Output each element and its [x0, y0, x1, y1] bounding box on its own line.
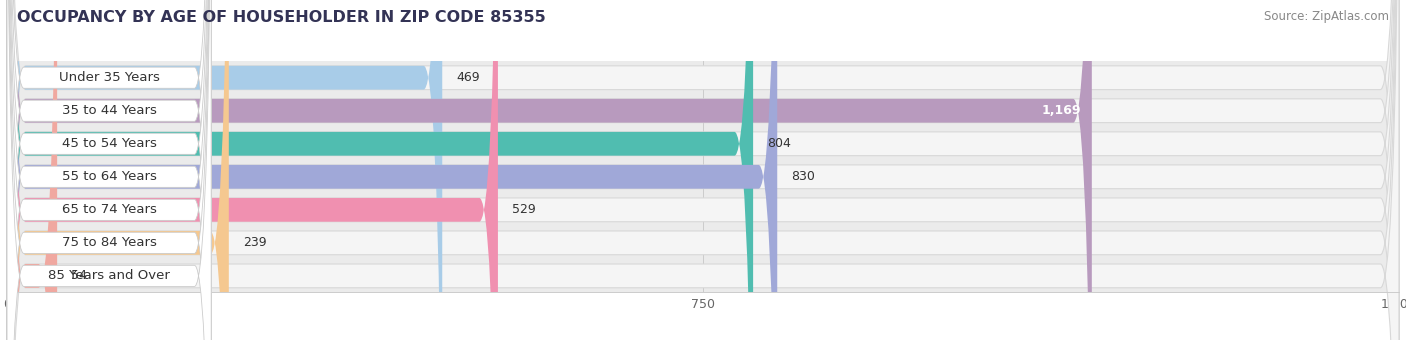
Text: 55 to 64 Years: 55 to 64 Years: [62, 170, 156, 183]
Text: 35 to 44 Years: 35 to 44 Years: [62, 104, 156, 117]
Text: 85 Years and Over: 85 Years and Over: [48, 269, 170, 283]
Text: 54: 54: [72, 269, 87, 283]
FancyBboxPatch shape: [7, 0, 211, 340]
FancyBboxPatch shape: [7, 0, 211, 340]
FancyBboxPatch shape: [7, 0, 1399, 340]
FancyBboxPatch shape: [7, 0, 211, 340]
Text: 1,169: 1,169: [1042, 104, 1081, 117]
Text: Under 35 Years: Under 35 Years: [59, 71, 159, 84]
FancyBboxPatch shape: [7, 0, 1399, 340]
Text: 239: 239: [243, 236, 266, 249]
Text: 45 to 54 Years: 45 to 54 Years: [62, 137, 156, 150]
Text: 529: 529: [512, 203, 536, 216]
FancyBboxPatch shape: [7, 0, 778, 340]
FancyBboxPatch shape: [7, 0, 211, 340]
FancyBboxPatch shape: [7, 0, 1399, 340]
FancyBboxPatch shape: [7, 0, 229, 340]
FancyBboxPatch shape: [7, 0, 211, 340]
FancyBboxPatch shape: [7, 0, 754, 340]
Text: 75 to 84 Years: 75 to 84 Years: [62, 236, 156, 249]
FancyBboxPatch shape: [7, 0, 1092, 340]
FancyBboxPatch shape: [7, 0, 443, 340]
FancyBboxPatch shape: [7, 0, 58, 340]
FancyBboxPatch shape: [7, 0, 498, 340]
FancyBboxPatch shape: [7, 0, 1399, 340]
FancyBboxPatch shape: [7, 0, 1399, 340]
FancyBboxPatch shape: [7, 0, 211, 340]
Text: OCCUPANCY BY AGE OF HOUSEHOLDER IN ZIP CODE 85355: OCCUPANCY BY AGE OF HOUSEHOLDER IN ZIP C…: [17, 10, 546, 25]
Text: 65 to 74 Years: 65 to 74 Years: [62, 203, 156, 216]
FancyBboxPatch shape: [7, 0, 211, 340]
Text: 804: 804: [768, 137, 792, 150]
Text: 830: 830: [792, 170, 815, 183]
Text: Source: ZipAtlas.com: Source: ZipAtlas.com: [1264, 10, 1389, 23]
Text: 469: 469: [456, 71, 479, 84]
FancyBboxPatch shape: [7, 0, 1399, 340]
FancyBboxPatch shape: [7, 0, 1399, 340]
